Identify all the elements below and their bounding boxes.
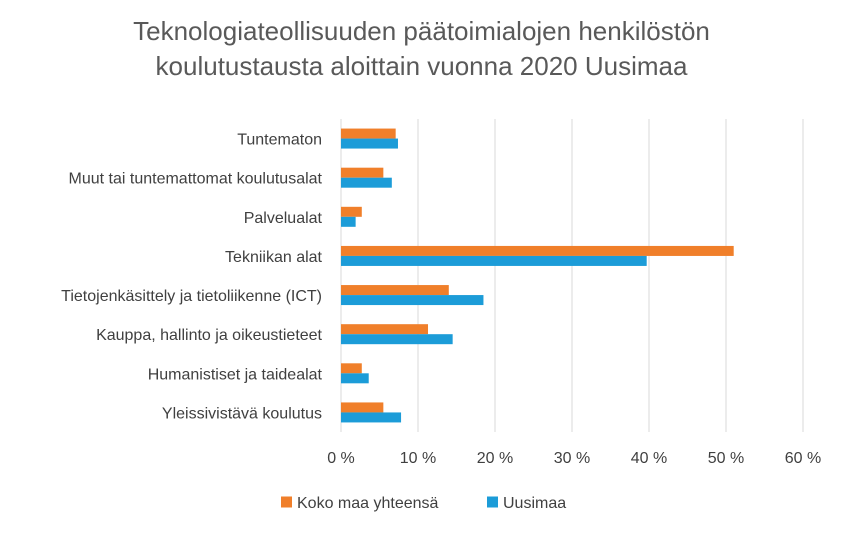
category-label: Yleissivistävä koulutus <box>162 405 322 422</box>
legend-label-uusimaa: Uusimaa <box>503 495 566 512</box>
x-tick-label: 30 % <box>554 450 590 467</box>
legend-swatch-koko-maa <box>281 496 292 508</box>
bar-uusimaa <box>341 373 369 384</box>
category-label: Tekniikan alat <box>225 249 323 266</box>
x-tick-label: 20 % <box>477 450 513 467</box>
legend-label-koko-maa: Koko maa yhteensä <box>297 495 439 512</box>
chart-title-line-2: koulutustausta aloittain vuonna 2020 Uus… <box>155 51 688 81</box>
bar-koko-maa <box>341 128 396 139</box>
bar-uusimaa <box>341 295 484 306</box>
bar-uusimaa <box>341 138 398 149</box>
bar-koko-maa <box>341 324 429 335</box>
category-label: Kauppa, hallinto ja oikeustieteet <box>96 327 322 344</box>
legend-swatch-uusimaa <box>487 496 498 508</box>
bar-uusimaa <box>341 255 647 266</box>
bar-uusimaa <box>341 177 392 188</box>
bar-uusimaa <box>341 334 453 345</box>
bar-uusimaa <box>341 216 356 227</box>
category-label: Tietojenkäsittely ja tietoliikenne (ICT) <box>61 288 322 305</box>
category-label: Tuntematon <box>237 132 322 149</box>
category-label: Humanistiset ja taidealat <box>148 366 323 383</box>
x-tick-label: 0 % <box>327 450 355 467</box>
bar-koko-maa <box>341 285 449 296</box>
x-tick-label: 40 % <box>631 450 667 467</box>
bar-uusimaa <box>341 412 402 423</box>
bar-koko-maa <box>341 167 384 178</box>
bar-koko-maa <box>341 402 384 413</box>
category-label: Muut tai tuntemattomat koulutusalat <box>69 171 323 188</box>
chart-title: Teknologiateollisuuden päätoimialojen he… <box>0 14 843 84</box>
chart-title-line-1: Teknologiateollisuuden päätoimialojen he… <box>133 16 710 46</box>
bar-koko-maa <box>341 363 362 374</box>
x-tick-label: 50 % <box>708 450 744 467</box>
x-tick-label: 60 % <box>785 450 821 467</box>
bar-koko-maa <box>341 245 734 256</box>
x-tick-label: 10 % <box>400 450 436 467</box>
category-label: Palvelualat <box>244 210 323 227</box>
bar-koko-maa <box>341 206 362 217</box>
